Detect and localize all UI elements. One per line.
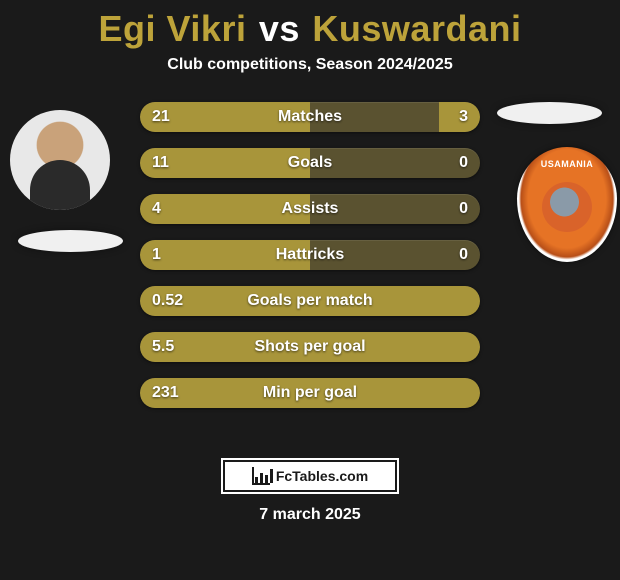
player2-club-crest (517, 147, 617, 262)
brand-badge: FcTables.com (223, 460, 397, 492)
stat-row: 0.52Goals per match (140, 286, 480, 316)
stat-label: Shots per goal (140, 332, 480, 362)
stat-row: 231Min per goal (140, 378, 480, 408)
stat-label: Min per goal (140, 378, 480, 408)
player2-name: Kuswardani (312, 8, 521, 49)
stat-row: 21Matches3 (140, 102, 480, 132)
stat-row: 5.5Shots per goal (140, 332, 480, 362)
stat-label: Goals (140, 148, 480, 178)
brand-text: FcTables.com (276, 468, 368, 484)
chart-icon (252, 467, 270, 485)
stat-label: Matches (140, 102, 480, 132)
player1-shadow-ellipse (18, 230, 123, 252)
player2-shadow-ellipse (497, 102, 602, 124)
player1-name: Egi Vikri (99, 8, 247, 49)
stat-value-right: 0 (459, 240, 468, 270)
stat-label: Hattricks (140, 240, 480, 270)
subtitle: Club competitions, Season 2024/2025 (0, 56, 620, 74)
stat-label: Assists (140, 194, 480, 224)
vs-text: vs (259, 8, 300, 49)
stat-row: 1Hattricks0 (140, 240, 480, 270)
stat-value-right: 0 (459, 148, 468, 178)
comparison-area: 21Matches3 11Goals0 4Assists0 1Hattricks0 0.… (0, 102, 620, 442)
stat-row: 11Goals0 (140, 148, 480, 178)
stat-value-right: 0 (459, 194, 468, 224)
stat-value-right: 3 (459, 102, 468, 132)
stat-label: Goals per match (140, 286, 480, 316)
stat-row: 4Assists0 (140, 194, 480, 224)
player1-avatar (10, 110, 110, 210)
stat-bars: 21Matches3 11Goals0 4Assists0 1Hattricks0 0.… (140, 102, 480, 424)
footer-date: 7 march 2025 (0, 506, 620, 524)
title-row: Egi Vikri vs Kuswardani (0, 0, 620, 50)
